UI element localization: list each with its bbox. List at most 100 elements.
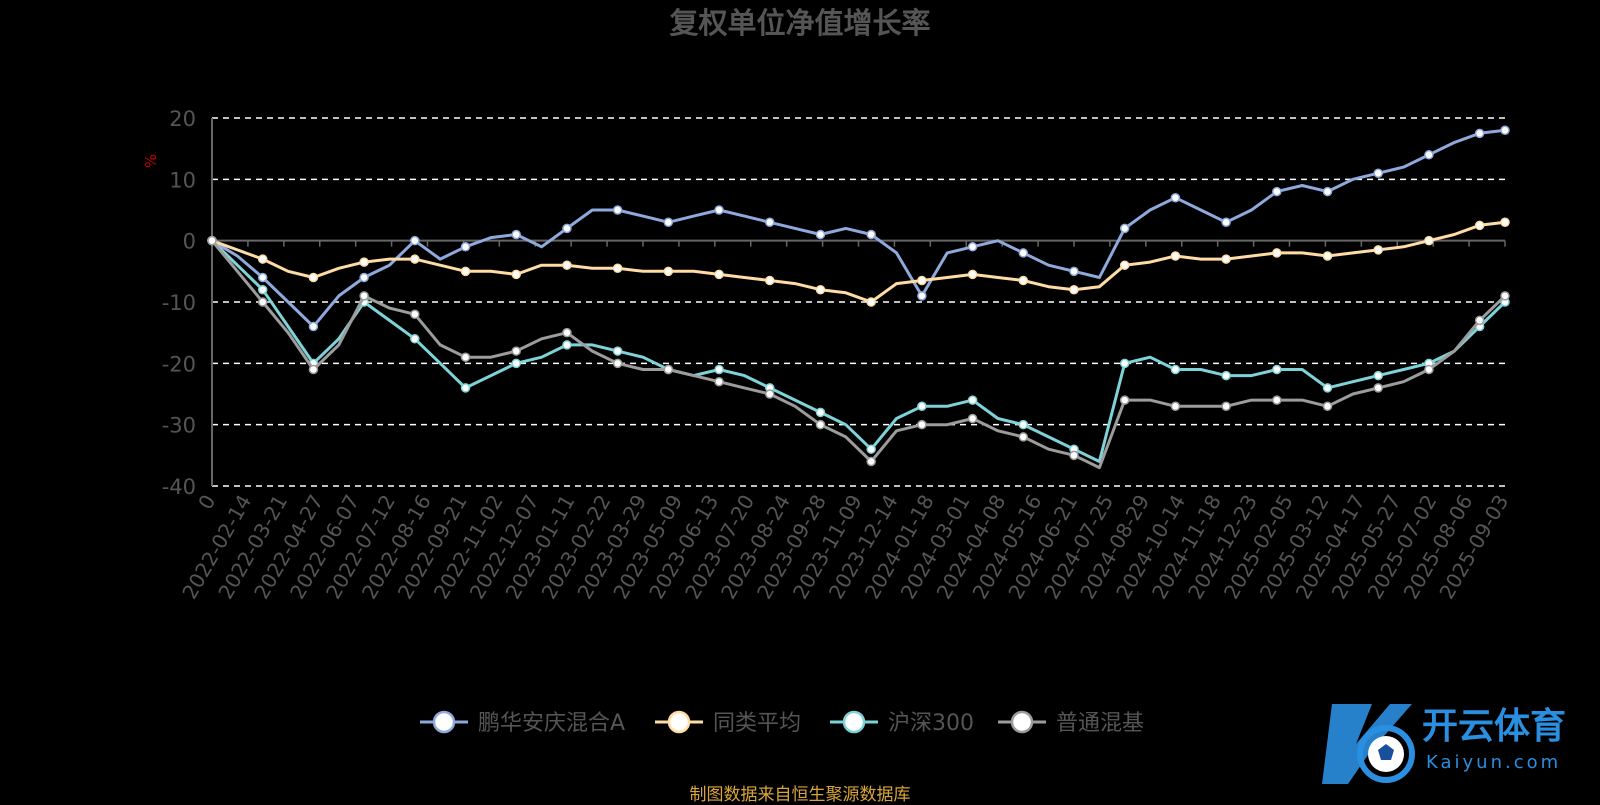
x-axis-ticks: 02022-02-142022-03-212022-04-272022-06-0… [177,240,1513,603]
legend[interactable]: 鹏华安庆混合A 同类平均 沪深300 普通混基 [420,710,1144,736]
data-point [967,242,978,252]
data-point [511,229,521,240]
data-point [460,266,471,277]
legend-marker [432,710,456,734]
chart-title: 复权单位净值增长率 [669,6,930,40]
data-point [1221,217,1231,228]
legend-item[interactable]: 同类平均 [655,710,801,736]
watermark-name: 开云体育 [1422,706,1566,747]
series-line [211,128,1506,328]
series-lines [207,125,1510,470]
data-point [511,358,521,369]
data-point [1424,364,1434,375]
data-point [815,284,826,295]
legend-label: 普通混基 [1056,711,1144,736]
data-point [765,217,775,228]
data-point [1500,291,1510,301]
data-point [1322,383,1333,393]
data-point [866,229,876,240]
data-point [308,364,319,375]
data-point [562,223,572,234]
data-point [967,269,978,280]
soccer-ball-icon [1322,704,1415,784]
data-point [917,401,927,412]
data-point [308,272,319,283]
data-point [765,275,775,286]
data-point [866,297,876,307]
data-point [460,352,471,362]
data-point [1373,168,1383,178]
data-point [562,327,572,338]
data-point [1119,395,1130,405]
legend-marker [842,710,866,734]
x-tick-label: 0 [193,491,220,514]
data-point [1221,370,1231,381]
data-point [1119,260,1130,270]
data-point [410,235,420,246]
data-point [1221,254,1231,264]
data-point [1119,358,1130,369]
data-point [815,229,826,240]
series-line [211,220,1506,304]
data-point [967,413,978,424]
data-point [663,217,674,228]
y-tick-label: -30 [162,414,196,438]
data-point [1018,275,1029,286]
data-point [1069,284,1079,295]
series-line [210,239,1507,463]
data-point [714,269,724,280]
data-point [866,456,876,467]
data-point [1322,401,1333,412]
data-point [765,389,775,399]
gridlines [212,117,1505,487]
legend-label: 鹏华安庆混合A [478,711,625,736]
data-point [1373,370,1383,381]
data-point [257,272,268,283]
data-point [612,263,623,274]
data-point [257,284,268,295]
data-point [815,407,826,418]
data-point [257,254,268,264]
data-point [612,205,623,215]
data-point [410,309,420,320]
y-axis-label: % [142,154,160,168]
legend-item[interactable]: 沪深300 [830,710,974,736]
data-point [511,269,521,280]
data-source-note: 制图数据来自恒生聚源数据库 [689,785,911,805]
data-point [1322,251,1333,261]
data-point [1500,125,1510,136]
data-point [663,266,674,277]
y-tick-label: -40 [162,475,196,499]
legend-label: 同类平均 [713,711,801,736]
data-point [612,346,623,356]
data-point [1170,251,1181,261]
data-point [866,444,876,454]
y-tick-label: 10 [169,168,196,192]
data-point [917,419,927,430]
legend-item[interactable]: 鹏华安庆混合A [420,710,625,736]
data-point [1170,401,1181,412]
data-point [207,235,217,246]
y-tick-label: 20 [169,107,196,131]
data-point [308,321,319,332]
data-point [917,275,927,286]
data-point [1119,223,1130,234]
data-point [1373,245,1383,255]
data-point [967,395,978,405]
data-point [1322,186,1333,197]
data-point [714,376,724,387]
legend-item[interactable]: 普通混基 [998,710,1144,736]
data-point [1272,395,1282,405]
data-point [1424,150,1434,160]
watermark-sub: Kaiyun.com [1426,752,1561,773]
data-point [1474,315,1485,326]
y-tick-label: -20 [162,352,196,376]
y-tick-label: 0 [183,230,196,254]
data-point [1474,128,1485,139]
data-point [815,419,826,430]
data-point [359,291,369,301]
data-point [460,383,471,393]
data-point [1018,419,1029,430]
data-point [1170,192,1181,203]
